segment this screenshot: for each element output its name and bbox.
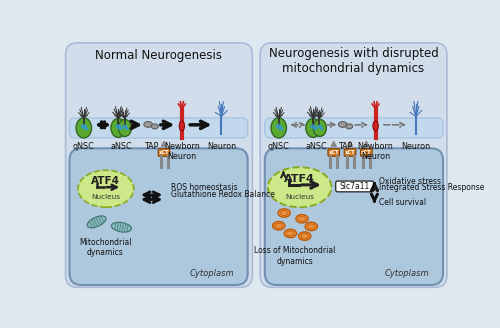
Text: aNSC: aNSC (110, 142, 132, 151)
Text: Newborn
Neuron: Newborn Neuron (358, 142, 394, 161)
FancyBboxPatch shape (70, 148, 248, 285)
Ellipse shape (296, 215, 308, 223)
Text: Cytoplasm: Cytoplasm (385, 269, 430, 278)
Ellipse shape (112, 222, 132, 232)
Ellipse shape (272, 221, 285, 230)
Ellipse shape (313, 127, 318, 130)
Text: Neurogenesis with disrupted
mitochondrial dynamics: Neurogenesis with disrupted mitochondria… (268, 48, 438, 75)
FancyBboxPatch shape (70, 118, 248, 138)
Text: Cytoplasm: Cytoplasm (190, 269, 234, 278)
Text: Integrated Stress Response: Integrated Stress Response (379, 183, 484, 192)
FancyBboxPatch shape (344, 149, 356, 156)
Text: Normal Neurogenesis: Normal Neurogenesis (96, 50, 222, 62)
Ellipse shape (80, 124, 87, 129)
Ellipse shape (84, 127, 88, 131)
Text: ATF4: ATF4 (92, 176, 120, 186)
Ellipse shape (125, 127, 129, 130)
Text: Newborn
Neuron: Newborn Neuron (164, 142, 200, 161)
Text: Loss of Mitochondrial
dynamics: Loss of Mitochondrial dynamics (254, 246, 336, 266)
Text: xCT: xCT (158, 150, 170, 155)
Text: ATF4: ATF4 (284, 174, 315, 184)
Text: xCT: xCT (328, 150, 339, 155)
Ellipse shape (306, 118, 320, 137)
Ellipse shape (373, 121, 378, 131)
Ellipse shape (268, 167, 332, 207)
Ellipse shape (179, 121, 184, 131)
Ellipse shape (151, 124, 158, 129)
FancyBboxPatch shape (336, 181, 374, 192)
Ellipse shape (116, 124, 121, 129)
Text: Nucleus: Nucleus (92, 194, 120, 200)
Text: ROS homeostasis: ROS homeostasis (171, 183, 237, 193)
Ellipse shape (88, 216, 106, 228)
Ellipse shape (118, 127, 122, 130)
Ellipse shape (78, 170, 134, 207)
Text: Neuron: Neuron (207, 142, 236, 151)
FancyBboxPatch shape (260, 43, 447, 287)
Text: Mitochondrial
dynamics: Mitochondrial dynamics (79, 238, 132, 257)
Text: aNSC: aNSC (306, 142, 327, 151)
Ellipse shape (313, 119, 326, 136)
Text: qNSC: qNSC (73, 142, 94, 151)
Text: Nucleus: Nucleus (285, 194, 314, 200)
Ellipse shape (278, 127, 283, 131)
Text: Neuron: Neuron (402, 142, 430, 151)
FancyBboxPatch shape (66, 43, 252, 287)
Text: xCT: xCT (344, 150, 356, 155)
Ellipse shape (317, 125, 322, 129)
Ellipse shape (305, 222, 318, 231)
FancyBboxPatch shape (265, 118, 443, 138)
Ellipse shape (338, 122, 347, 127)
Ellipse shape (122, 125, 128, 129)
Ellipse shape (76, 118, 92, 138)
FancyBboxPatch shape (158, 149, 170, 156)
Text: Glutathione Redox Balance: Glutathione Redox Balance (171, 190, 275, 199)
Ellipse shape (284, 229, 296, 237)
Ellipse shape (320, 127, 324, 130)
FancyBboxPatch shape (328, 149, 340, 156)
Text: Oxidative stress: Oxidative stress (379, 176, 441, 186)
Text: Slc7a11: Slc7a11 (340, 182, 370, 191)
FancyBboxPatch shape (265, 148, 443, 285)
Ellipse shape (111, 118, 126, 137)
Text: TAP: TAP (338, 142, 352, 151)
Ellipse shape (118, 119, 132, 136)
Text: TAP: TAP (144, 142, 158, 151)
Ellipse shape (310, 124, 316, 129)
Ellipse shape (278, 209, 290, 217)
Text: qNSC: qNSC (268, 142, 289, 151)
Ellipse shape (144, 122, 152, 127)
Ellipse shape (346, 124, 352, 129)
Ellipse shape (271, 118, 286, 138)
FancyBboxPatch shape (360, 149, 372, 156)
Text: xCT: xCT (361, 150, 372, 155)
Text: Cell survival: Cell survival (379, 198, 426, 207)
Ellipse shape (276, 124, 282, 129)
Ellipse shape (298, 232, 311, 240)
